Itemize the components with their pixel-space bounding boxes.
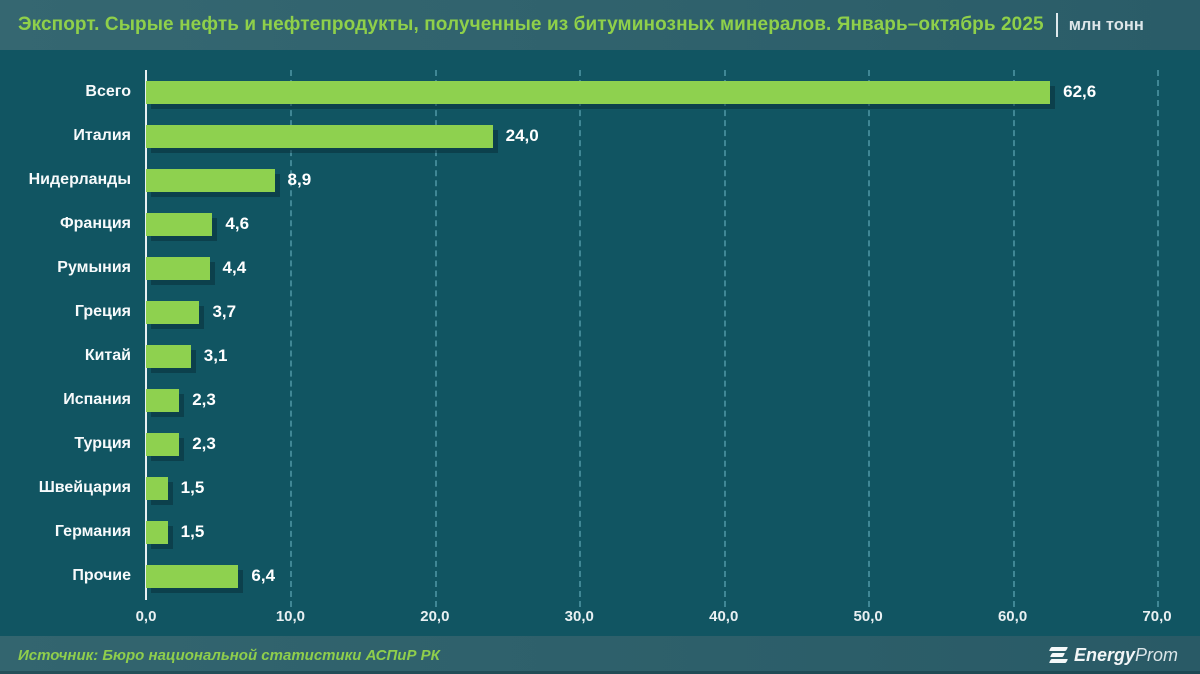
gridline-10 — [290, 70, 293, 607]
category-label: Германия — [54, 523, 131, 540]
x-tick-label: 20,0 — [420, 608, 450, 625]
title-separator — [1055, 13, 1058, 37]
value-label: 2,3 — [192, 434, 216, 453]
category-label: Италия — [73, 127, 131, 144]
chart-area: Всего 62,6 Италия 24,0 Нидерланды 8,9 Франция 4… — [0, 50, 1200, 636]
chart-title: Экспорт. Сырые нефть и нефтепродукты, по… — [18, 14, 1044, 35]
units-label: млн тонн — [1068, 15, 1144, 34]
bar — [146, 300, 200, 324]
gridline-20 — [434, 70, 437, 607]
bar-row: Испания 2,3 — [63, 378, 1157, 422]
x-tick-label: 40,0 — [709, 608, 739, 625]
energyprom-logo: EnergyProm — [1048, 645, 1178, 666]
bar — [146, 344, 191, 368]
x-tick-label: 70,0 — [1142, 608, 1172, 625]
bar — [146, 476, 168, 500]
gridline-70 — [1157, 70, 1159, 607]
gridline-40 — [723, 70, 726, 607]
logo-text-prom: Prom — [1134, 644, 1178, 665]
value-label: 4,4 — [222, 258, 247, 277]
bar — [146, 168, 275, 192]
x-tick-label: 30,0 — [564, 608, 594, 625]
bar — [146, 388, 180, 412]
value-label: 3,7 — [212, 302, 237, 321]
category-label: Турция — [74, 435, 131, 452]
bar-row: Китай 3,1 — [85, 334, 1157, 378]
logo-text-energy: Energy — [1073, 644, 1135, 665]
bar-row: Италия 24,0 — [73, 114, 1157, 158]
value-label: 8,9 — [287, 170, 312, 189]
bar-rows: Всего 62,6 Италия 24,0 Нидерланды 8,9 Франция 4… — [29, 70, 1157, 598]
category-label: Швейцария — [38, 479, 131, 496]
bar-row: Греция 3,7 — [75, 290, 1157, 334]
category-label: Прочие — [72, 567, 131, 584]
value-label: 1,5 — [180, 522, 205, 541]
x-axis: 0,0 10,0 20,0 30,0 40,0 50,0 60,0 70,0 — [136, 608, 1172, 632]
x-tick-label: 10,0 — [275, 608, 306, 625]
header-band: Экспорт. Сырые нефть и нефтепродукты, по… — [0, 0, 1200, 50]
source-note: Источник: Бюро национальной статистики А… — [18, 646, 440, 664]
logo-text: EnergyProm — [1074, 645, 1178, 666]
category-label: Румыния — [57, 259, 131, 276]
bar-row: Румыния 4,4 — [57, 246, 1157, 290]
bar-row: Швейцария 1,5 — [39, 466, 1157, 510]
energyprom-logo-icon — [1048, 646, 1069, 664]
x-tick-label: 50,0 — [853, 608, 883, 625]
bar — [146, 520, 168, 544]
bar-row: Франция 4,6 — [60, 202, 1157, 246]
x-tick-label: 0,0 — [135, 608, 157, 625]
gridline-30 — [579, 70, 582, 607]
x-tick-label: 60,0 — [997, 608, 1028, 625]
bar — [146, 212, 213, 236]
bar — [146, 80, 1051, 104]
category-label: Всего — [85, 83, 131, 100]
category-label: Франция — [60, 215, 131, 232]
value-label: 24,0 — [505, 126, 539, 145]
category-label: Испания — [63, 391, 131, 408]
value-label: 2,3 — [192, 390, 216, 409]
bar-row: Нидерланды 8,9 — [29, 158, 1157, 202]
plot-area: Всего 62,6 Италия 24,0 Нидерланды 8,9 Франция 4… — [29, 70, 1159, 607]
value-label: 3,1 — [203, 346, 228, 365]
footer-band: Источник: Бюро национальной статистики А… — [0, 636, 1200, 674]
value-label: 4,6 — [225, 214, 250, 233]
bar-row: Турция 2,3 — [74, 422, 1157, 466]
category-label: Нидерланды — [28, 171, 131, 188]
bar — [146, 432, 180, 456]
gridline-50 — [868, 70, 871, 607]
bar — [146, 564, 239, 588]
category-label: Греция — [74, 303, 131, 320]
y-axis-line — [145, 70, 147, 600]
bar-row: Всего 62,6 — [85, 70, 1157, 114]
bar — [146, 124, 493, 148]
value-label: 6,4 — [251, 566, 276, 585]
category-label: Китай — [84, 347, 131, 364]
bar-row: Германия 1,5 — [55, 510, 1157, 554]
bar — [146, 256, 210, 280]
gridline-60 — [1012, 70, 1015, 607]
value-label: 62,6 — [1063, 82, 1097, 101]
bar-row: Прочие 6,4 — [72, 554, 1157, 598]
value-label: 1,5 — [180, 478, 205, 497]
